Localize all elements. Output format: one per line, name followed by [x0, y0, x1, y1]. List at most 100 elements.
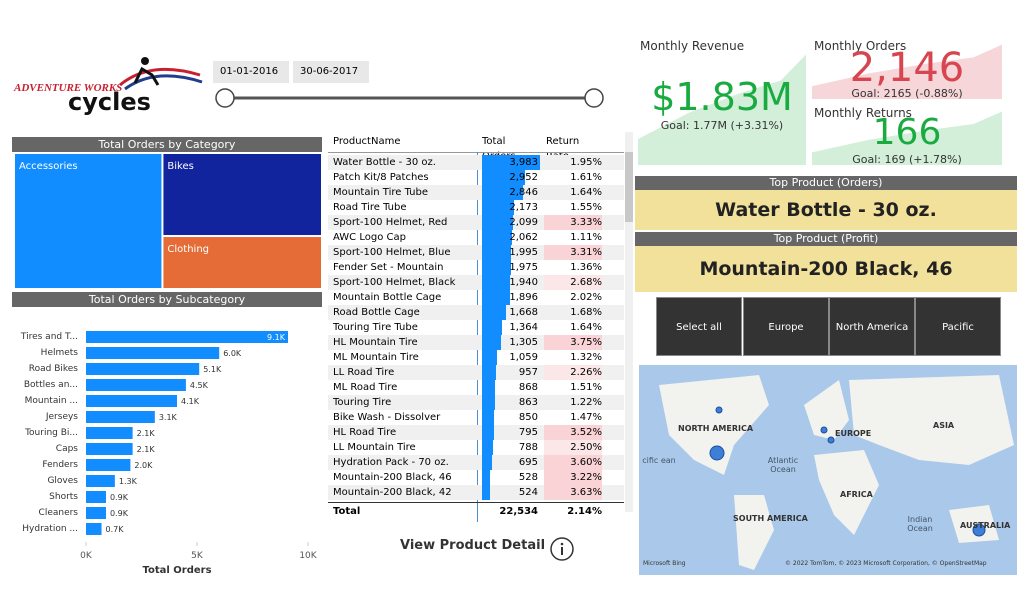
- data-label: 0.9K: [110, 493, 129, 502]
- info-icon[interactable]: [549, 536, 575, 562]
- row-bar: [482, 395, 495, 410]
- scrollbar[interactable]: [625, 132, 633, 512]
- rate-highlight: [544, 455, 602, 470]
- row-bar: [482, 215, 513, 230]
- row-bg: [328, 185, 624, 200]
- cell: LL Road Tire: [333, 367, 395, 378]
- x-axis-title: Total Orders: [142, 565, 211, 576]
- bar: [86, 379, 186, 391]
- row-bar: [482, 335, 501, 350]
- row-bar: [482, 230, 513, 245]
- bar: [86, 363, 200, 375]
- row-bar: [482, 350, 498, 365]
- row-bar: [482, 470, 490, 485]
- cell: LL Mountain Tire: [333, 442, 416, 453]
- kpi-title: Monthly Revenue: [640, 39, 745, 53]
- panel-title: Total Orders by Category: [12, 137, 322, 152]
- row-bar: [482, 245, 512, 260]
- row-bg: [328, 305, 624, 320]
- map-label: AUSTRALIA: [960, 521, 1011, 530]
- data-label: 2.1K: [137, 445, 156, 454]
- view-detail-button[interactable]: View Product Detail: [400, 538, 546, 553]
- cell: Fender Set - Mountain: [333, 262, 444, 273]
- cell: 3.22%: [570, 472, 602, 483]
- top-product: Water Bottle - 30 oz.: [635, 190, 1017, 230]
- bar: [86, 475, 115, 487]
- treemap-cell: [163, 237, 321, 288]
- cell: Sport-100 Helmet, Red: [333, 217, 448, 228]
- row-bar: [482, 185, 524, 200]
- kpi-value: $1.83M: [651, 75, 793, 119]
- cell: 2,062: [509, 232, 538, 243]
- cell: 2,846: [509, 187, 538, 198]
- bar: [86, 331, 289, 343]
- cell: 1,059: [509, 352, 538, 363]
- cell: 695: [518, 457, 538, 468]
- x-tick-label: 5K: [191, 551, 204, 561]
- cell: Sport-100 Helmet, Blue: [333, 247, 451, 258]
- data-label: 9.1K: [267, 333, 286, 342]
- y-tick-label: Helmets: [41, 348, 79, 358]
- region-button[interactable]: North America: [829, 297, 915, 356]
- cell: 788: [518, 442, 538, 453]
- y-tick-label: Fenders: [42, 460, 78, 470]
- sparkline: [812, 44, 1002, 99]
- total-cell: Total: [333, 506, 361, 517]
- map-label: cific ean: [642, 456, 676, 465]
- total-cell: 22,534: [499, 506, 538, 517]
- date-end[interactable]: 30-06-2017: [293, 61, 369, 83]
- panel-title: Top Product (Orders): [635, 176, 1017, 190]
- row-bg: [328, 155, 624, 170]
- rate-highlight: [544, 275, 602, 290]
- logo-graphic: [119, 57, 203, 91]
- cell: Mountain-200 Black, 42: [333, 487, 452, 498]
- y-tick-label: Touring Bi...: [24, 428, 78, 438]
- data-label: 4.5K: [190, 381, 209, 390]
- rate-highlight: [544, 365, 602, 380]
- cell: 3,983: [509, 157, 538, 168]
- treemap-cell: [163, 154, 321, 236]
- region-button[interactable]: Europe: [743, 297, 829, 356]
- cell: 3.75%: [570, 337, 602, 348]
- row-bar: [482, 155, 540, 170]
- map-label: ASIA: [933, 421, 955, 430]
- cell: ML Road Tire: [333, 382, 398, 393]
- y-tick-label: Road Bikes: [29, 364, 79, 374]
- date-slider[interactable]: [210, 85, 610, 111]
- sparkline: [638, 54, 806, 165]
- cell: Touring Tire Tube: [333, 322, 418, 333]
- map-label: NORTH AMERICA: [678, 424, 754, 433]
- row-bar: [482, 380, 495, 395]
- region-button[interactable]: Pacific: [915, 297, 1001, 356]
- rate-highlight: [544, 335, 602, 350]
- map-label: SOUTH AMERICA: [733, 514, 808, 523]
- rate-highlight: [544, 245, 602, 260]
- cell: 2.02%: [570, 292, 602, 303]
- cell: 2.50%: [570, 442, 602, 453]
- bar: [86, 427, 133, 439]
- y-tick-label: Tires and T...: [20, 332, 78, 342]
- logo-text: cycles: [68, 88, 151, 116]
- bar: [86, 491, 106, 503]
- date-start[interactable]: 01-01-2016: [213, 61, 289, 83]
- data-label: 0.9K: [110, 509, 129, 518]
- y-tick-label: Caps: [56, 444, 79, 454]
- y-tick-label: Hydration ...: [22, 524, 78, 534]
- y-tick-label: Mountain ...: [25, 396, 78, 406]
- cell: 1.32%: [570, 352, 602, 363]
- kpi-title: Monthly Orders: [814, 39, 907, 53]
- map-label: Atlantic Ocean: [767, 456, 799, 474]
- cell: Touring Tire: [333, 397, 392, 408]
- data-label: 0.7K: [106, 525, 125, 534]
- cell: 1.68%: [570, 307, 602, 318]
- kpi-value: 166: [872, 112, 942, 153]
- cell: AWC Logo Cap: [333, 232, 406, 243]
- cell: 2,952: [509, 172, 538, 183]
- cell: 1.47%: [570, 412, 602, 423]
- cell: 1.64%: [570, 187, 602, 198]
- region-button[interactable]: Select all: [656, 297, 742, 356]
- cell: 1.64%: [570, 322, 602, 333]
- map-attribution: © 2022 TomTom, © 2023 Microsoft Corporat…: [785, 560, 987, 567]
- map-label: EUROPE: [835, 429, 872, 438]
- row-bar: [482, 170, 525, 185]
